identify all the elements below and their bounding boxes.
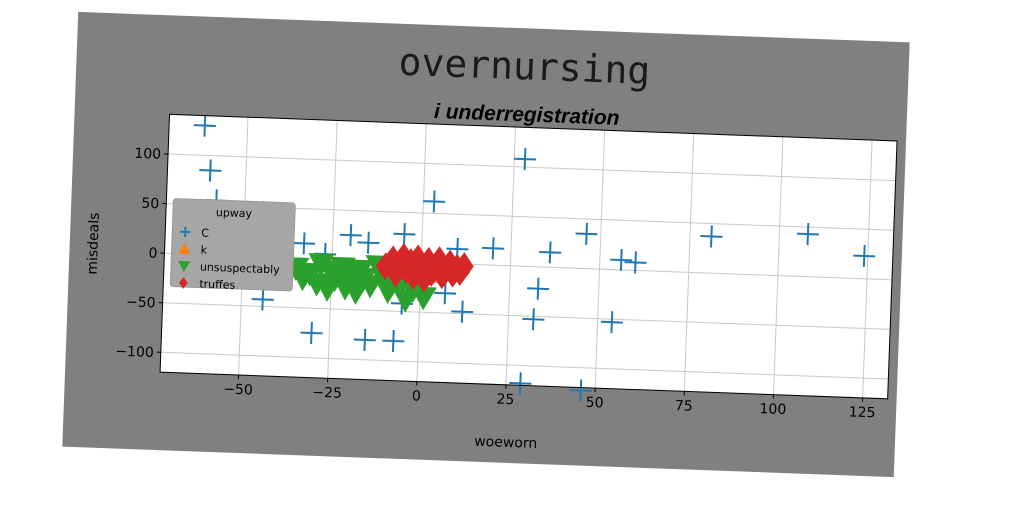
y-tick-label: 100 — [134, 146, 161, 163]
y-tick-label: 0 — [148, 246, 158, 262]
x-tick-label: −50 — [223, 381, 253, 398]
y-tick-label: 50 — [141, 196, 159, 213]
x-tick-label: 25 — [496, 391, 514, 408]
y-tick-label: −100 — [115, 344, 154, 361]
x-tick-label: 0 — [412, 388, 422, 404]
legend-label-truffes: truffes — [199, 278, 236, 292]
x-tick-label: 50 — [585, 395, 603, 412]
x-tick-label: 100 — [759, 401, 786, 418]
y-tick-label: −50 — [126, 294, 156, 311]
chart-title: overnursing — [398, 40, 651, 93]
legend-title: upway — [216, 206, 253, 220]
x-tick-label: 75 — [675, 398, 693, 415]
x-tick-label: −25 — [312, 385, 342, 402]
legend-label-k: k — [200, 244, 207, 257]
legend-label-c: C — [201, 227, 209, 240]
y-axis-label: misdeals — [85, 212, 103, 275]
x-axis-label: woeworn — [474, 434, 538, 452]
x-tick-label: 125 — [848, 404, 875, 421]
